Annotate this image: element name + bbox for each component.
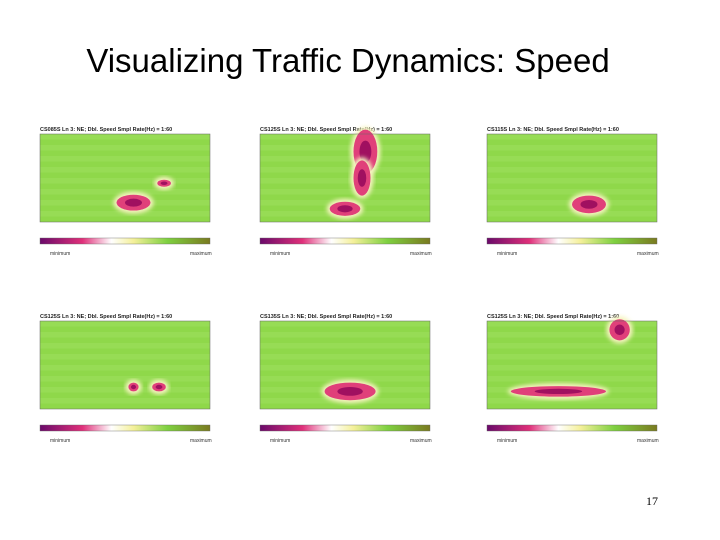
heatmap-row bbox=[40, 343, 210, 349]
heatmap-row bbox=[260, 145, 430, 151]
congestion-core bbox=[337, 387, 363, 396]
legend-max-label: maximum bbox=[637, 251, 659, 257]
heatmap-panel: CS115S Ln 3: NE; Dbl. Speed Smpl Rate(Hz… bbox=[486, 127, 659, 257]
heatmap-row bbox=[487, 343, 657, 349]
heatmap-row bbox=[40, 332, 210, 338]
legend-min-label: minimum bbox=[497, 438, 517, 444]
legend-max-label: maximum bbox=[190, 438, 212, 444]
color-legend bbox=[39, 424, 211, 432]
congestion-core bbox=[155, 384, 163, 390]
heatmap-row bbox=[487, 211, 657, 217]
heatmap-row bbox=[487, 376, 657, 382]
color-legend bbox=[259, 424, 431, 432]
heatmap-row bbox=[260, 167, 430, 173]
legend-max-label: maximum bbox=[410, 251, 432, 257]
legend-max-label: maximum bbox=[190, 251, 212, 257]
heatmap-row bbox=[487, 167, 657, 173]
heatmap-row bbox=[487, 332, 657, 338]
legend-min-label: minimum bbox=[497, 251, 517, 257]
heatmap-row bbox=[260, 354, 430, 360]
panel-title: CS125S Ln 3: NE; Dbl. Speed Smpl Rate(Hz… bbox=[40, 314, 172, 320]
congestion-core bbox=[125, 198, 142, 207]
congestion-core bbox=[130, 384, 137, 390]
heatmap-row bbox=[40, 321, 210, 327]
heatmap-row bbox=[40, 354, 210, 360]
heatmap-row bbox=[40, 167, 210, 173]
heatmap-row bbox=[40, 189, 210, 195]
heatmap-row bbox=[487, 134, 657, 140]
slide-title: Visualizing Traffic Dynamics: Speed bbox=[86, 42, 609, 79]
congestion-core bbox=[359, 140, 372, 163]
heatmap-panel: CS125S Ln 3: NE; Dbl. Speed Smpl Rate(Hz… bbox=[486, 314, 659, 444]
heatmap-row bbox=[487, 145, 657, 151]
heatmap-row bbox=[40, 365, 210, 371]
heatmap-row bbox=[487, 365, 657, 371]
heatmap-row bbox=[487, 398, 657, 404]
color-legend bbox=[486, 424, 658, 432]
panels: CS085S Ln 3: NE; Dbl. Speed Smpl Rate(Hz… bbox=[39, 126, 659, 444]
heatmap-row bbox=[260, 134, 430, 140]
heatmap-frame bbox=[486, 320, 658, 410]
heatmap-row bbox=[487, 156, 657, 162]
heatmap-panel: CS125S Ln 3: NE; Dbl. Speed Smpl Rate(Hz… bbox=[39, 314, 212, 444]
heatmap-row bbox=[260, 365, 430, 371]
color-legend bbox=[39, 237, 211, 245]
panel-title: CS085S Ln 3: NE; Dbl. Speed Smpl Rate(Hz… bbox=[40, 127, 172, 133]
heatmap-row bbox=[260, 376, 430, 382]
page-number: 17 bbox=[646, 494, 658, 508]
panel-title: CS115S Ln 3: NE; Dbl. Speed Smpl Rate(Hz… bbox=[487, 127, 619, 133]
heatmap-row bbox=[40, 156, 210, 162]
legend-min-label: minimum bbox=[50, 438, 70, 444]
heatmap-row bbox=[260, 156, 430, 162]
heatmap-row bbox=[40, 145, 210, 151]
heatmap-row bbox=[487, 189, 657, 195]
heatmap-row bbox=[487, 321, 657, 327]
congestion-core bbox=[534, 388, 583, 395]
congestion-core bbox=[357, 169, 367, 187]
color-legend bbox=[486, 237, 658, 245]
heatmap-panel: CS085S Ln 3: NE; Dbl. Speed Smpl Rate(Hz… bbox=[39, 127, 212, 257]
panel-title: CS125S Ln 3: NE; Dbl. Speed Smpl Rate(Hz… bbox=[260, 127, 392, 133]
heatmap-row bbox=[40, 211, 210, 217]
heatmap-panel: CS135S Ln 3: NE; Dbl. Speed Smpl Rate(Hz… bbox=[259, 314, 432, 444]
heatmap-row bbox=[40, 398, 210, 404]
legend-max-label: maximum bbox=[637, 438, 659, 444]
heatmap-row bbox=[40, 376, 210, 382]
color-legend bbox=[259, 237, 431, 245]
legend-min-label: minimum bbox=[50, 251, 70, 257]
congestion-core bbox=[614, 324, 625, 336]
heatmap-row bbox=[260, 343, 430, 349]
heatmap-row bbox=[40, 387, 210, 393]
congestion-core bbox=[160, 181, 168, 186]
heatmap-row bbox=[260, 178, 430, 184]
heatmap-row bbox=[40, 178, 210, 184]
heatmap-row bbox=[260, 321, 430, 327]
heatmap-row bbox=[487, 354, 657, 360]
heatmap-row bbox=[260, 189, 430, 195]
congestion-core bbox=[337, 205, 353, 213]
heatmap-frame bbox=[486, 133, 658, 223]
congestion-core bbox=[580, 200, 598, 209]
heatmap-frame bbox=[259, 320, 431, 410]
heatmap-frame bbox=[39, 320, 211, 410]
heatmap-row bbox=[487, 178, 657, 184]
heatmap-row bbox=[40, 134, 210, 140]
heatmap-row bbox=[260, 332, 430, 338]
heatmap-frame bbox=[259, 133, 431, 223]
panel-title: CS125S Ln 3: NE; Dbl. Speed Smpl Rate(Hz… bbox=[487, 314, 619, 320]
heatmap-panel: CS125S Ln 3: NE; Dbl. Speed Smpl Rate(Hz… bbox=[259, 126, 432, 257]
legend-min-label: minimum bbox=[270, 438, 290, 444]
panel-title: CS135S Ln 3: NE; Dbl. Speed Smpl Rate(Hz… bbox=[260, 314, 392, 320]
legend-max-label: maximum bbox=[410, 438, 432, 444]
heatmap-frame bbox=[39, 133, 211, 223]
legend-min-label: minimum bbox=[270, 251, 290, 257]
